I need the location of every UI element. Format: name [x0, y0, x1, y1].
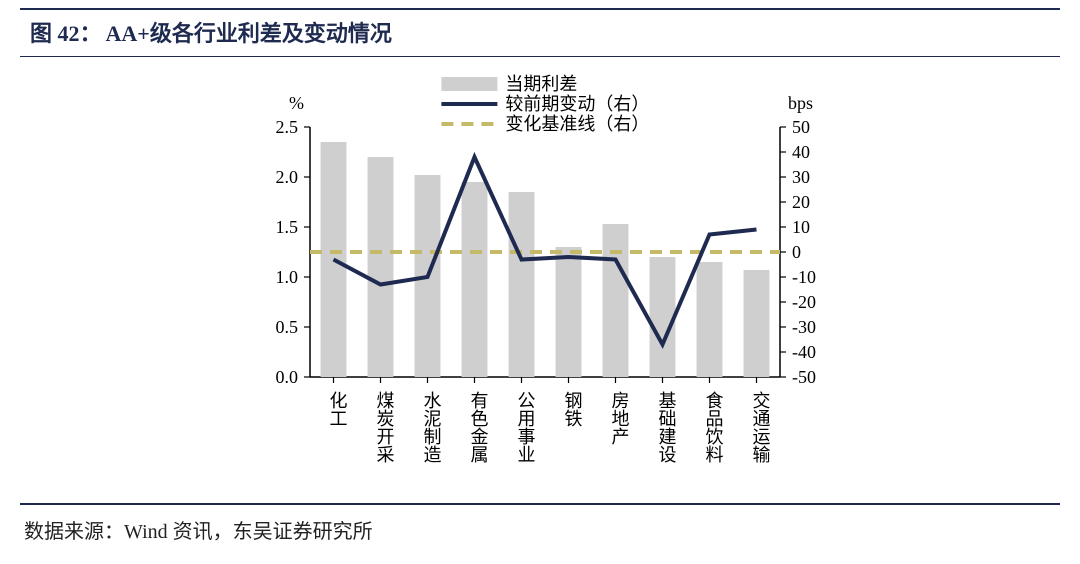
- ytick-left-label: 2.5: [276, 117, 299, 137]
- legend-label-line: 较前期变动（右）: [505, 94, 649, 114]
- ytick-right-label: 30: [792, 167, 810, 187]
- x-category-label: 基础建设: [657, 391, 677, 463]
- x-category-label: 水泥制造: [422, 391, 442, 463]
- spread-chart: 0.0 0.5 1.0 1.5 2.0 2.5 -50 -40 -30 -20 -10 0 10 20 30…: [150, 67, 930, 487]
- source-label: 数据来源：Wind 资讯，东吴证券研究所: [24, 515, 1060, 544]
- ytick-right-label: -50: [792, 367, 816, 387]
- legend-swatch-bar: [441, 77, 497, 91]
- bar: [509, 192, 535, 377]
- figure-label: 图 42：: [30, 21, 102, 46]
- bottom-rule: [20, 503, 1060, 505]
- x-category-label: 化工: [328, 391, 348, 427]
- x-category-label: 公用事业: [516, 391, 536, 463]
- ytick-left-label: 2.0: [276, 167, 299, 187]
- ytick-right-label: -30: [792, 317, 816, 337]
- ytick-left-label: 0.5: [276, 317, 299, 337]
- bar: [697, 262, 723, 377]
- figure-title: AA+级各行业利差及变动情况: [106, 21, 392, 46]
- x-category-label: 有色金属: [469, 391, 489, 463]
- ytick-right-label: -20: [792, 292, 816, 312]
- ytick-right-label: 50: [792, 117, 810, 137]
- bar: [556, 247, 582, 377]
- ytick-right-label: -40: [792, 342, 816, 362]
- ytick-right-label: -10: [792, 267, 816, 287]
- bar: [603, 224, 629, 377]
- chart-container: 0.0 0.5 1.0 1.5 2.0 2.5 -50 -40 -30 -20 -10 0 10 20 30…: [20, 67, 1060, 497]
- bar: [650, 257, 676, 377]
- figure-title-bar: 图 42： AA+级各行业利差及变动情况: [20, 8, 1060, 57]
- x-category-label: 钢铁: [563, 391, 583, 427]
- ytick-left-label: 1.5: [276, 217, 299, 237]
- left-axis-label: %: [289, 93, 304, 113]
- legend-label-bar: 当期利差: [505, 74, 577, 94]
- bar: [462, 182, 488, 377]
- bar: [744, 270, 770, 377]
- x-category-label: 交通运输: [751, 391, 771, 464]
- ytick-right-label: 20: [792, 192, 810, 212]
- x-category-label: 房地产: [610, 391, 630, 445]
- ytick-left-label: 1.0: [276, 267, 299, 287]
- legend-label-baseline: 变化基准线（右）: [505, 114, 649, 134]
- ytick-left-label: 0.0: [276, 367, 299, 387]
- bar: [368, 157, 394, 377]
- right-axis-label: bps: [788, 93, 813, 113]
- ytick-right-label: 0: [792, 242, 801, 262]
- ytick-right-label: 40: [792, 142, 810, 162]
- x-category-label: 食品饮料: [704, 391, 724, 463]
- x-category-label: 煤炭开采: [375, 391, 395, 463]
- ytick-right-label: 10: [792, 217, 810, 237]
